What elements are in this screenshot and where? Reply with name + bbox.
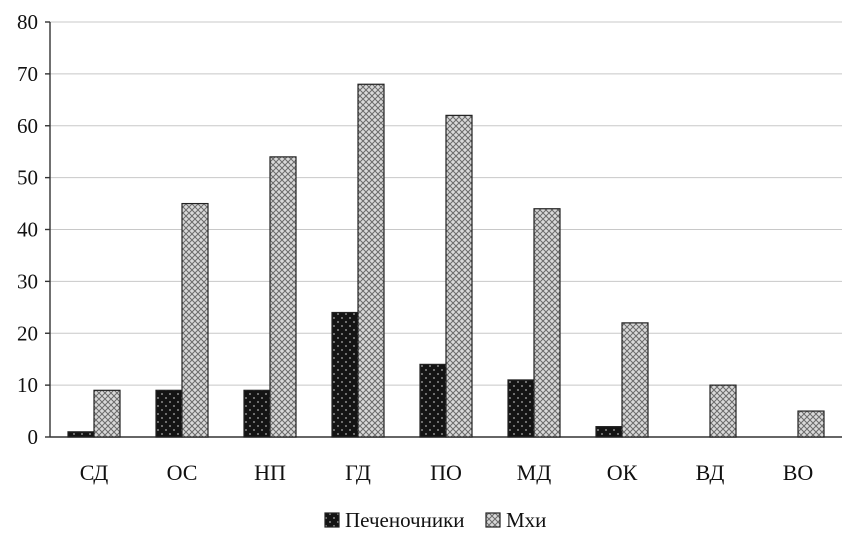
y-tick-label: 30 bbox=[17, 269, 38, 293]
x-category-label: ОС bbox=[167, 460, 198, 485]
bar-mosses-6 bbox=[621, 322, 649, 438]
bar-liverworts-6 bbox=[595, 426, 623, 438]
y-tick-label: 80 bbox=[17, 10, 38, 34]
bar-mosses-0 bbox=[93, 389, 121, 438]
x-category-label: ПО bbox=[430, 460, 462, 485]
y-tick-label: 70 bbox=[17, 62, 38, 86]
y-tick-label: 10 bbox=[17, 373, 38, 397]
legend: Печеночники Мхи bbox=[324, 508, 546, 532]
bar-mosses-7 bbox=[709, 384, 737, 438]
bar-liverworts-0 bbox=[67, 431, 95, 438]
bar-liverworts-1 bbox=[155, 389, 183, 438]
bar-mosses-3 bbox=[357, 83, 385, 438]
legend-label-liverworts: Печеночники bbox=[345, 508, 465, 532]
bar-mosses-5 bbox=[533, 208, 561, 438]
legend-swatch-liverworts bbox=[324, 512, 340, 528]
bar-mosses-2 bbox=[269, 156, 297, 438]
bar-mosses-4 bbox=[445, 114, 473, 438]
x-category-label: ВО bbox=[783, 460, 814, 485]
bar-liverworts-2 bbox=[243, 389, 271, 438]
x-category-label: ВД bbox=[696, 460, 725, 485]
y-tick-label: 50 bbox=[17, 166, 38, 190]
legend-swatch-mosses bbox=[485, 512, 501, 528]
x-category-label: СД bbox=[80, 460, 109, 485]
y-tick-label: 60 bbox=[17, 114, 38, 138]
bar-liverworts-4 bbox=[419, 363, 447, 438]
x-category-label: ГД bbox=[345, 460, 371, 485]
bar-liverworts-3 bbox=[331, 311, 359, 438]
bar-mosses-8 bbox=[797, 410, 825, 438]
y-tick-label: 40 bbox=[17, 218, 38, 242]
x-category-label: ОК bbox=[607, 460, 638, 485]
axis-labels: 0 10 20 30 40 50 60 70 80 СД ОС НП ГД ПО МД ОК ВД ВО bbox=[17, 10, 813, 485]
bar-liverworts-5 bbox=[507, 379, 535, 438]
bars bbox=[67, 83, 825, 438]
y-tick-label: 0 bbox=[28, 425, 39, 449]
x-category-label: НП bbox=[254, 460, 286, 485]
bar-mosses-1 bbox=[181, 202, 209, 438]
legend-label-mosses: Мхи bbox=[506, 508, 546, 532]
x-category-label: МД bbox=[517, 460, 552, 485]
y-tick-label: 20 bbox=[17, 321, 38, 345]
